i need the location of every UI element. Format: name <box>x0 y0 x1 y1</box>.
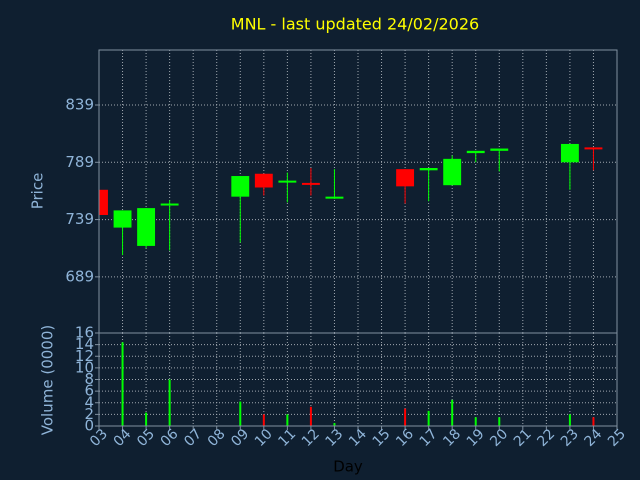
candle-body <box>231 176 250 197</box>
y-tick-label: 739 <box>65 210 94 228</box>
candle-body <box>278 180 297 183</box>
volume-bar <box>309 406 312 426</box>
candle-body <box>113 210 132 228</box>
volume-bar <box>474 417 477 426</box>
volume-bar <box>262 414 265 426</box>
volume-bar <box>239 401 242 426</box>
candle-body <box>160 203 179 206</box>
y-tick-label: 14 <box>75 335 94 353</box>
y-tick-label: 4 <box>84 393 94 411</box>
volume-bar <box>568 414 571 426</box>
panel-marks <box>99 143 603 256</box>
volume-bar <box>121 342 124 426</box>
volume-axis-label: Volume (0000) <box>39 325 57 435</box>
chart-title: MNL - last updated 24/02/2026 <box>231 15 479 34</box>
candle-body <box>396 169 415 187</box>
y-tick-label: 16 <box>75 324 94 342</box>
candle-body <box>419 168 438 171</box>
y-tick-label: 10 <box>75 358 94 376</box>
y-axis-label: Price <box>29 173 47 210</box>
volume-bar <box>451 399 454 426</box>
y-tick-label: 8 <box>84 370 94 388</box>
candle-body <box>466 150 485 154</box>
candle-body <box>325 196 344 199</box>
candle-body <box>443 158 462 186</box>
y-tick-label: 12 <box>75 347 94 365</box>
candle-body <box>490 148 509 151</box>
volume-frame <box>98 332 618 427</box>
y-tick-label: 6 <box>84 382 94 400</box>
volume-bar <box>286 414 289 426</box>
candle-body <box>301 182 320 185</box>
y-tick-label: 2 <box>84 405 94 423</box>
volume-bar <box>427 410 430 426</box>
candle-body <box>584 147 603 150</box>
candle-body <box>254 173 273 188</box>
volume-bar <box>592 417 595 426</box>
candle-body <box>99 189 108 215</box>
y-tick-label: 839 <box>65 95 94 113</box>
y-tick-label: 0 <box>84 417 94 435</box>
x-axis-label: Day <box>333 458 363 476</box>
volume-bar <box>498 417 501 426</box>
y-tick-label: 789 <box>65 153 94 171</box>
volume-bar <box>145 412 148 426</box>
marks <box>99 143 603 426</box>
y-tick-label: 689 <box>65 267 94 285</box>
volume-bar <box>168 379 171 426</box>
candle-body <box>137 208 156 246</box>
candle-body <box>560 143 579 163</box>
panel-marks <box>121 342 595 426</box>
volume-bar <box>404 408 407 426</box>
volume-bar <box>333 423 336 426</box>
